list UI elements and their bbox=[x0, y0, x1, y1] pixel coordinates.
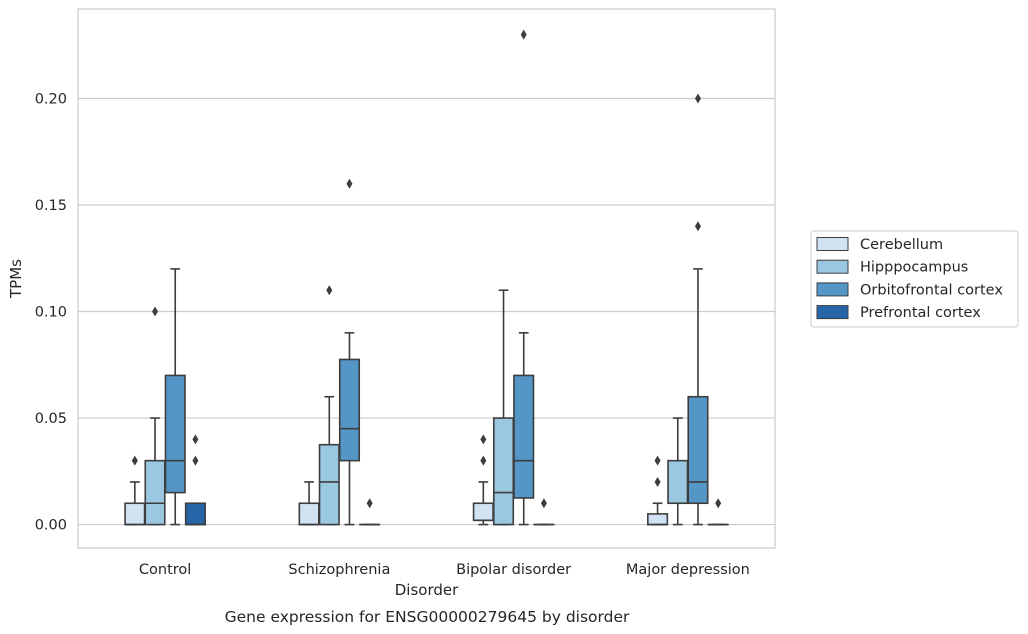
box-body bbox=[492, 417, 515, 526]
outlier-point bbox=[520, 29, 527, 40]
y-tick-label: 0.20 bbox=[35, 91, 67, 107]
y-tick-label: 0.00 bbox=[35, 518, 67, 534]
outlier-point bbox=[192, 434, 199, 445]
outlier-point bbox=[694, 93, 701, 104]
box-prefrontal-cortex bbox=[184, 434, 206, 526]
legend-label: Orbitofrontal cortex bbox=[860, 282, 1003, 298]
y-axis-ticks: 0.00 0.05 0.10 0.15 0.20 bbox=[35, 91, 67, 533]
outlier-point bbox=[192, 455, 199, 466]
legend-label: Prefrontal cortex bbox=[860, 305, 981, 321]
box-cerebellum bbox=[124, 455, 146, 526]
box-cerebellum bbox=[647, 455, 669, 526]
box-body bbox=[144, 459, 166, 526]
box-body bbox=[647, 513, 669, 526]
y-tick-label: 0.15 bbox=[35, 198, 67, 214]
box-hipppocampus bbox=[667, 417, 689, 526]
x-tick-label: Major depression bbox=[626, 562, 750, 578]
outlier-point bbox=[540, 498, 547, 509]
y-tick-label: 0.05 bbox=[35, 411, 67, 427]
outlier-point bbox=[480, 434, 487, 445]
outlier-point bbox=[346, 178, 353, 189]
box-body bbox=[318, 443, 340, 526]
outlier-point bbox=[654, 455, 661, 466]
box-body bbox=[184, 502, 206, 526]
box-hipppocampus bbox=[318, 285, 340, 526]
outlier-point bbox=[654, 476, 661, 487]
box-prefrontal-cortex bbox=[707, 498, 729, 526]
box-body bbox=[164, 374, 186, 494]
outlier-point bbox=[480, 455, 487, 466]
x-axis-ticks: Control Schizophrenia Bipolar disorder Majo… bbox=[139, 562, 750, 578]
box-body bbox=[667, 459, 689, 505]
box-body bbox=[472, 502, 494, 522]
box-groups bbox=[124, 29, 729, 526]
x-tick-label: Schizophrenia bbox=[288, 562, 390, 578]
x-axis-label: Disorder bbox=[395, 581, 459, 599]
box-cerebellum bbox=[472, 434, 494, 526]
y-axis-label: TPMs bbox=[7, 259, 25, 299]
box-body bbox=[687, 395, 709, 505]
x-tick-label: Bipolar disorder bbox=[456, 562, 571, 578]
outlier-point bbox=[694, 221, 701, 232]
outlier-point bbox=[152, 306, 159, 317]
box-body bbox=[298, 502, 320, 526]
box-body bbox=[124, 502, 146, 526]
legend: Cerebellum Hipppocampus Orbitofrontal cort… bbox=[810, 230, 1019, 328]
box-orbitofrontal-cortex bbox=[338, 178, 361, 526]
box-prefrontal-cortex bbox=[359, 498, 381, 526]
outlier-point bbox=[131, 455, 138, 466]
box-body bbox=[338, 358, 361, 462]
legend-swatch bbox=[816, 259, 849, 274]
outlier-point bbox=[715, 498, 722, 509]
box-orbitofrontal-cortex bbox=[164, 268, 186, 526]
x-tick-label: Control bbox=[139, 562, 191, 578]
box-orbitofrontal-cortex bbox=[513, 29, 535, 526]
y-tick-label: 0.10 bbox=[35, 305, 67, 321]
box-orbitofrontal-cortex bbox=[687, 93, 709, 526]
outlier-point bbox=[326, 285, 333, 296]
outlier-point bbox=[366, 498, 373, 509]
legend-swatch bbox=[816, 237, 849, 251]
box-body bbox=[513, 374, 535, 499]
legend-swatch bbox=[816, 282, 849, 297]
legend-label: Hipppocampus bbox=[860, 260, 968, 276]
legend-label: Cerebellum bbox=[860, 237, 943, 253]
legend-frame bbox=[810, 230, 1019, 328]
box-hipppocampus bbox=[492, 289, 515, 526]
chart-title: Gene expression for ENSG00000279645 by d… bbox=[225, 608, 630, 626]
box-prefrontal-cortex bbox=[533, 498, 555, 526]
legend-swatch bbox=[816, 305, 849, 320]
